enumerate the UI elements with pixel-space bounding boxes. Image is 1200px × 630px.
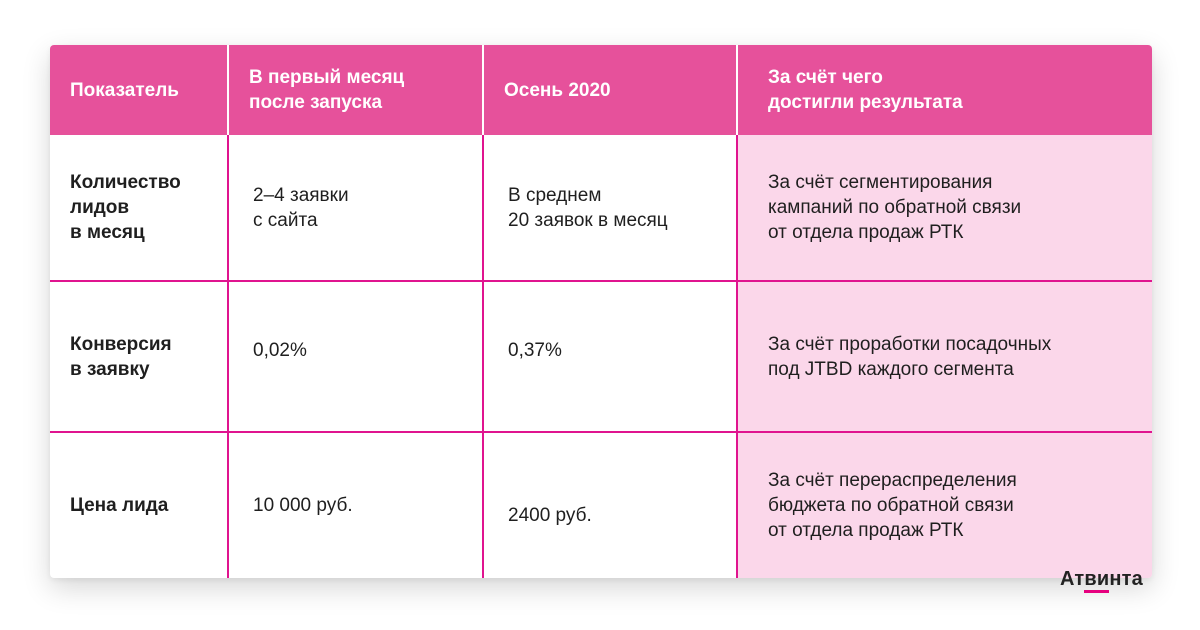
header-autumn-2020: Осень 2020 [483,45,738,135]
row-indicator: Количество лидов в месяц [50,135,229,282]
brand-logo: Атвинта [1060,568,1143,593]
table-row: Цена лида 10 000 руб. 2400 руб. За счёт … [50,432,1152,578]
row-first-month: 2–4 заявки с сайта [228,135,484,282]
header-first-month: В первый месяц после запуска [228,45,484,135]
table-row: Конверсия в заявку 0,02% 0,37% За счёт п… [50,281,1152,433]
row-reason: За счёт сегментирования кампаний по обра… [737,135,1152,282]
header-indicator: Показатель [50,45,229,135]
results-table: Показатель В первый месяц после запуска … [50,45,1152,578]
row-autumn-2020: 2400 руб. [483,432,738,578]
row-autumn-2020: В среднем 20 заявок в месяц [483,135,738,282]
row-first-month: 0,02% [228,281,484,433]
table-row: Количество лидов в месяц 2–4 заявки с са… [50,135,1152,282]
header-reason: За счёт чего достигли результата [737,45,1152,135]
row-reason: За счёт проработки посадочных под JTBD к… [737,281,1152,433]
row-autumn-2020: 0,37% [483,281,738,433]
logo-accent-letters: ви [1084,568,1110,593]
row-indicator: Цена лида [50,432,229,578]
table-header-row: Показатель В первый месяц после запуска … [50,45,1152,135]
row-first-month: 10 000 руб. [228,432,484,578]
row-reason: За счёт перераспределения бюджета по обр… [737,432,1152,578]
row-indicator: Конверсия в заявку [50,281,229,433]
